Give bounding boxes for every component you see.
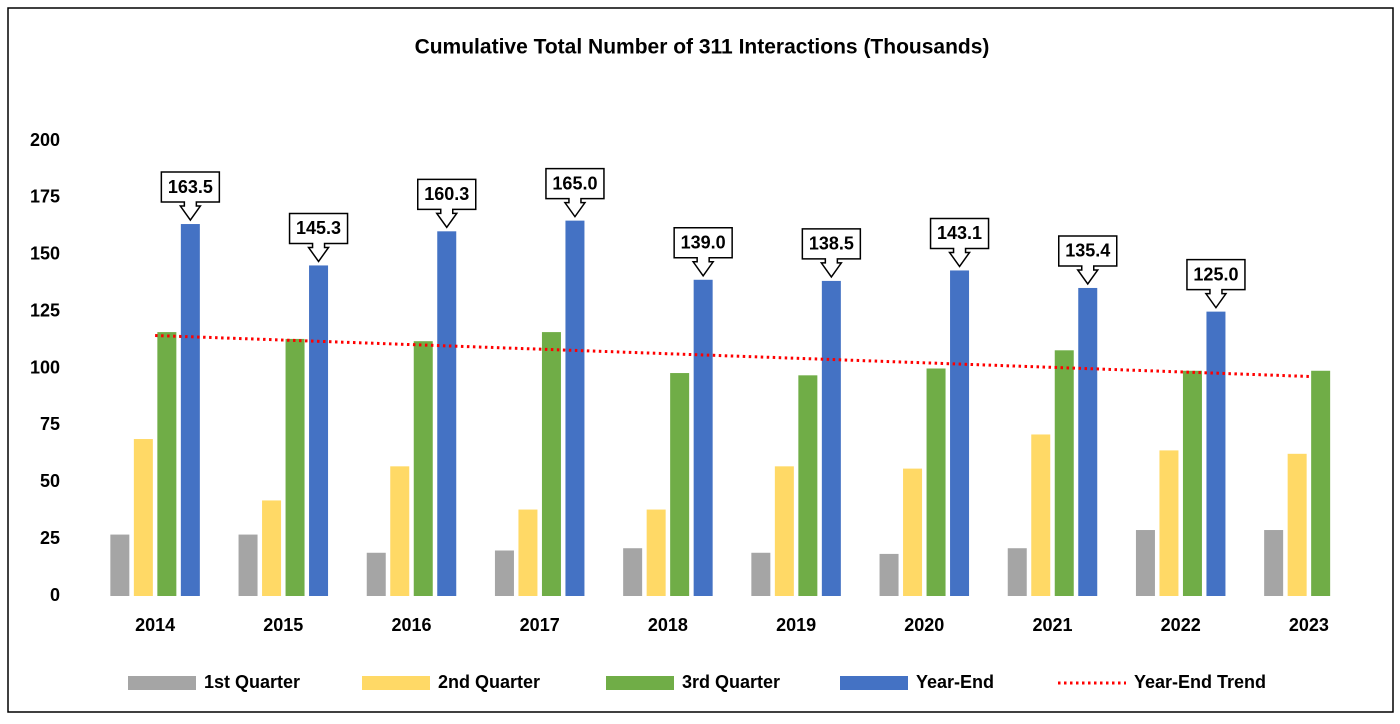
bar bbox=[1182, 370, 1202, 596]
bar bbox=[110, 534, 130, 596]
bar bbox=[262, 500, 282, 596]
callout-box bbox=[929, 217, 990, 268]
bar bbox=[1159, 450, 1179, 596]
x-tick-label: 2021 bbox=[1032, 615, 1072, 635]
chart-title: Cumulative Total Number of 311 Interacti… bbox=[415, 36, 990, 59]
bar bbox=[309, 265, 329, 596]
bar bbox=[950, 270, 970, 596]
callout-box bbox=[545, 167, 605, 218]
bar bbox=[1031, 434, 1051, 596]
bar bbox=[774, 466, 794, 596]
bar bbox=[879, 553, 899, 596]
data-label: 145.3 bbox=[296, 218, 341, 238]
x-tick-label: 2023 bbox=[1289, 615, 1329, 635]
callout-box bbox=[288, 212, 349, 263]
bar bbox=[390, 466, 410, 596]
callout-box bbox=[1186, 258, 1246, 309]
x-tick-label: 2019 bbox=[776, 615, 816, 635]
bar bbox=[1078, 287, 1098, 596]
x-tick-label: 2018 bbox=[648, 615, 688, 635]
bar bbox=[646, 509, 666, 596]
bar bbox=[926, 368, 946, 596]
bar bbox=[1287, 453, 1307, 596]
legend-swatch bbox=[840, 676, 908, 690]
bar bbox=[285, 338, 305, 596]
y-tick-label: 50 bbox=[40, 471, 60, 491]
bar bbox=[541, 332, 561, 596]
bar bbox=[623, 548, 643, 596]
trend-line bbox=[155, 334, 1309, 378]
legend-label: 2nd Quarter bbox=[438, 672, 540, 692]
callout-box bbox=[1058, 235, 1118, 286]
data-label: 160.3 bbox=[424, 184, 469, 204]
x-tick-label: 2016 bbox=[391, 615, 431, 635]
bar bbox=[693, 279, 713, 596]
bar bbox=[133, 439, 153, 596]
bar bbox=[1135, 530, 1155, 596]
legend-label: Year-End bbox=[916, 672, 994, 692]
legend-label: 1st Quarter bbox=[204, 672, 300, 692]
y-tick-label: 0 bbox=[50, 585, 60, 605]
bar bbox=[437, 231, 457, 596]
bar bbox=[157, 332, 177, 596]
x-tick-label: 2017 bbox=[520, 615, 560, 635]
bar bbox=[1054, 350, 1074, 596]
bar bbox=[821, 280, 841, 596]
callout-box bbox=[673, 227, 733, 278]
y-tick-label: 25 bbox=[40, 528, 60, 548]
data-label: 138.5 bbox=[809, 234, 854, 254]
bar bbox=[238, 534, 258, 596]
bar bbox=[565, 220, 585, 596]
legend-swatch bbox=[128, 676, 196, 690]
bar bbox=[1007, 548, 1027, 596]
bar bbox=[1311, 370, 1331, 596]
data-label: 125.0 bbox=[1193, 264, 1238, 284]
bar bbox=[1206, 311, 1226, 596]
bar bbox=[751, 552, 771, 596]
y-tick-label: 150 bbox=[30, 244, 60, 264]
bar bbox=[903, 468, 923, 596]
bar bbox=[366, 552, 386, 596]
legend-label: 3rd Quarter bbox=[682, 672, 780, 692]
bar bbox=[180, 224, 200, 596]
callout-box bbox=[801, 228, 862, 279]
x-tick-label: 2015 bbox=[263, 615, 303, 635]
x-tick-label: 2014 bbox=[135, 615, 175, 635]
data-label: 163.5 bbox=[168, 177, 213, 197]
data-label: 139.0 bbox=[681, 233, 726, 253]
callout-box bbox=[160, 171, 221, 222]
x-tick-label: 2022 bbox=[1161, 615, 1201, 635]
y-tick-label: 175 bbox=[30, 187, 60, 207]
y-tick-label: 100 bbox=[30, 357, 60, 377]
legend-label: Year-End Trend bbox=[1134, 672, 1266, 692]
data-label: 135.4 bbox=[1065, 241, 1110, 261]
bar bbox=[413, 341, 433, 596]
bar bbox=[494, 550, 514, 596]
data-label: 165.0 bbox=[552, 173, 597, 193]
bar bbox=[518, 509, 538, 596]
y-tick-label: 125 bbox=[30, 300, 60, 320]
data-label: 143.1 bbox=[937, 223, 982, 243]
y-tick-label: 200 bbox=[30, 130, 60, 150]
bar bbox=[1264, 530, 1284, 596]
bar bbox=[670, 373, 690, 596]
y-tick-label: 75 bbox=[40, 414, 60, 434]
x-tick-label: 2020 bbox=[904, 615, 944, 635]
legend-swatch bbox=[362, 676, 430, 690]
bar bbox=[798, 375, 818, 596]
callout-box bbox=[417, 178, 477, 229]
legend-swatch bbox=[606, 676, 674, 690]
